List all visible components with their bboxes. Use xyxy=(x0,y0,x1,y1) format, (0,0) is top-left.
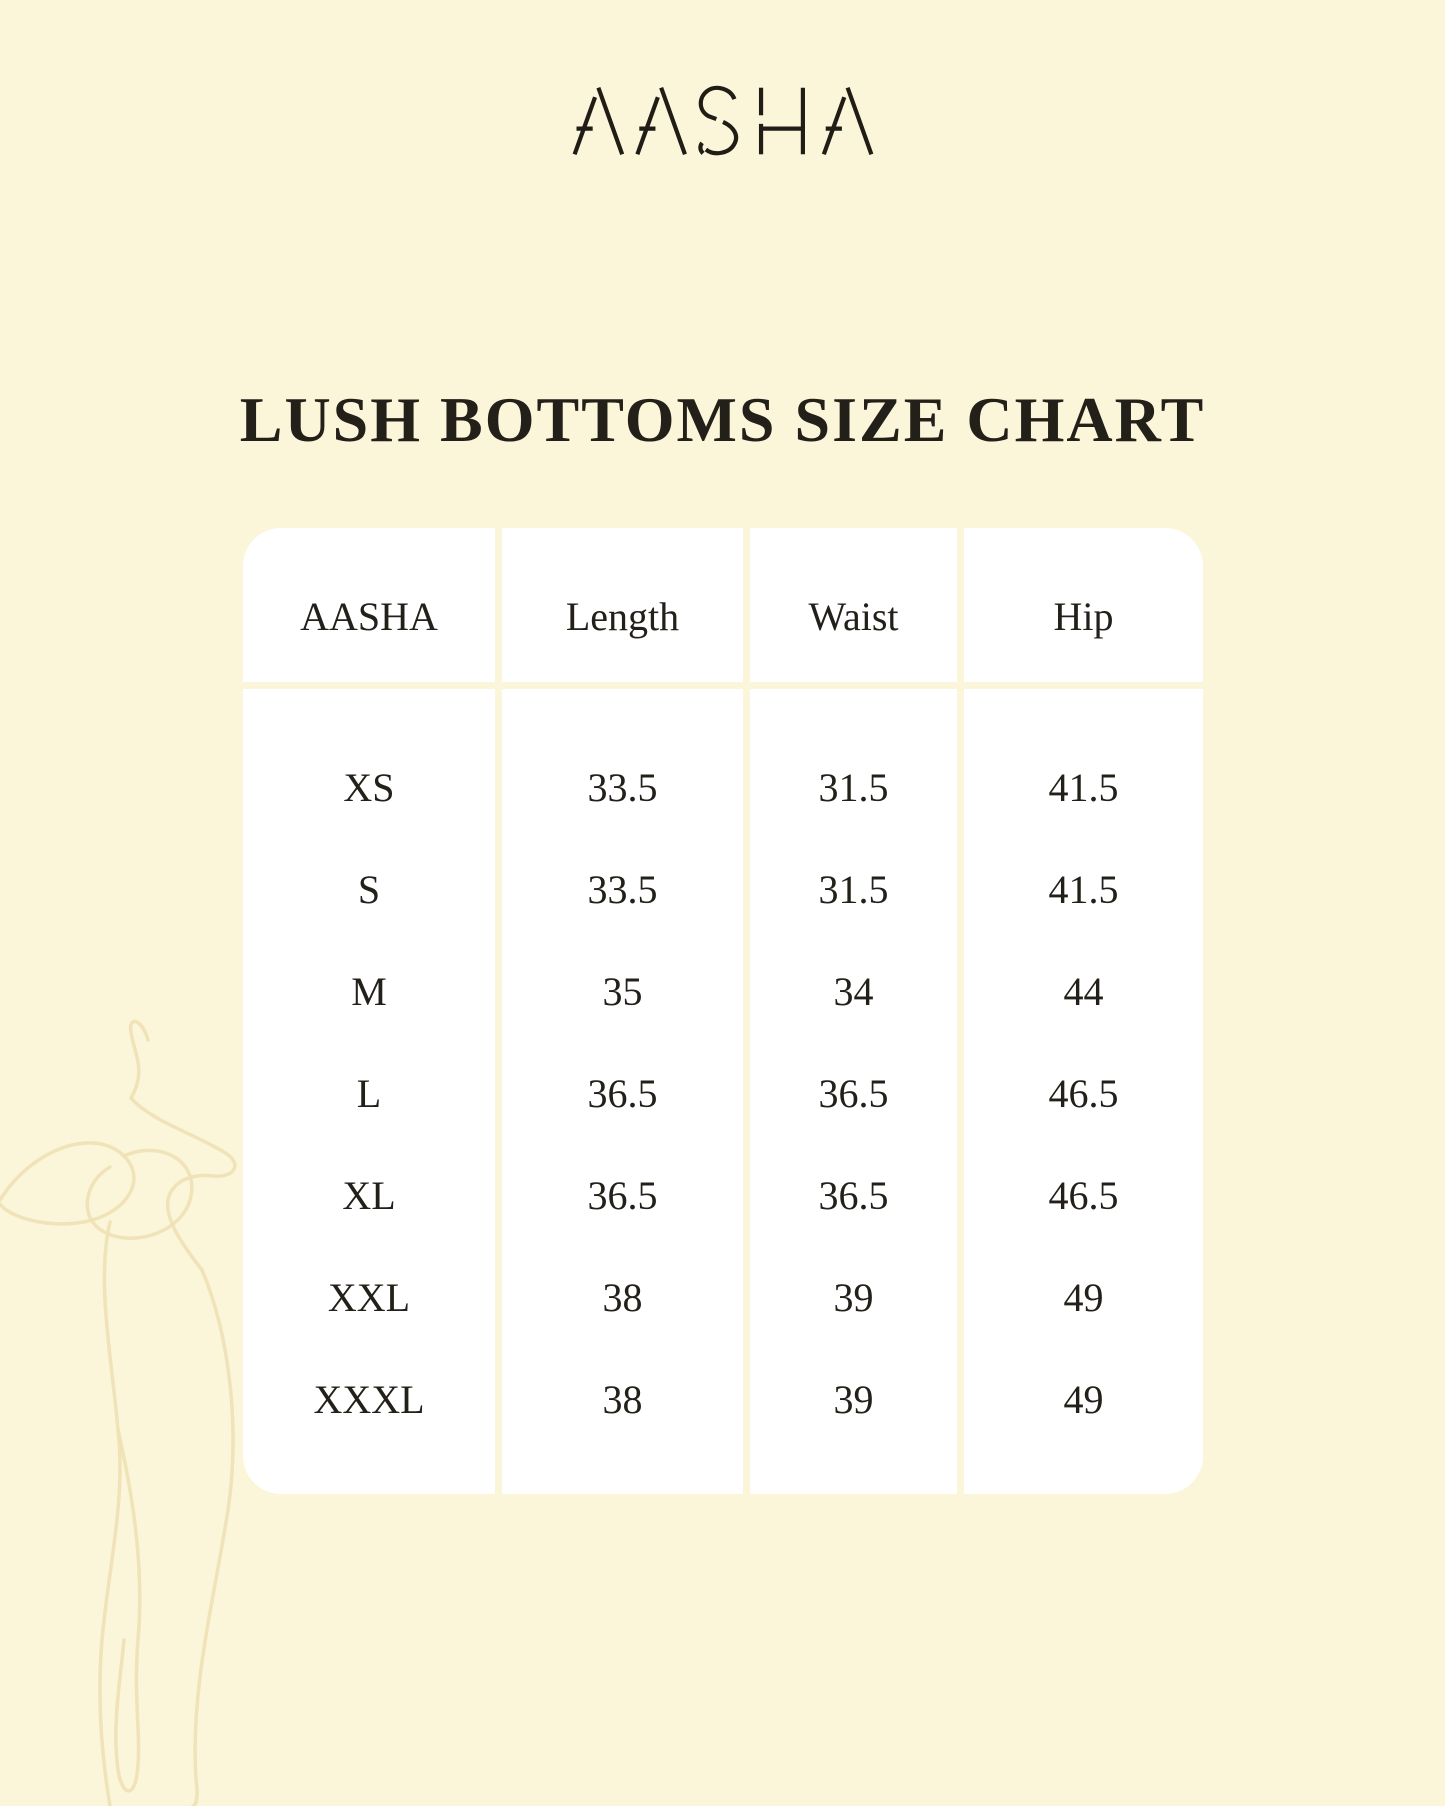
table-column-hip: Hip 41.5 41.5 44 46.5 46.5 49 49 xyxy=(964,528,1203,1494)
table-cell: S xyxy=(357,866,381,912)
page-title: LUSH BOTTOMS SIZE CHART xyxy=(239,384,1206,455)
table-cell: 46.5 xyxy=(1048,1172,1119,1218)
table-cell: 46.5 xyxy=(1048,1070,1119,1116)
table-cell: 31.5 xyxy=(818,866,889,912)
logo-letter-a3 xyxy=(821,87,873,155)
table-cell: 49 xyxy=(1063,1274,1104,1320)
logo-letter-a1 xyxy=(572,87,624,155)
table-cell: 36.5 xyxy=(818,1172,889,1218)
size-chart-table: AASHA XS S M L XL XXL XXXL Length 33.5 3… xyxy=(243,528,1203,1494)
table-cell: XS xyxy=(343,764,395,810)
table-column-waist: Waist 31.5 31.5 34 36.5 36.5 39 39 xyxy=(750,528,957,1494)
table-column-size: AASHA XS S M L XL XXL XXXL xyxy=(243,528,495,1494)
table-column-body: 41.5 41.5 44 46.5 46.5 49 49 xyxy=(964,689,1203,1494)
brand-logo: AASHA xyxy=(567,82,879,160)
table-cell: L xyxy=(356,1070,382,1116)
table-cell: 36.5 xyxy=(818,1070,889,1116)
table-cell: 35 xyxy=(602,968,643,1014)
woman-line-art-figure xyxy=(0,1010,245,1806)
logo-letter-a2 xyxy=(634,87,687,155)
table-cell: 31.5 xyxy=(818,764,889,810)
woman-line-art-svg xyxy=(0,1019,237,1806)
table-column-body: XS S M L XL XXL XXXL xyxy=(243,689,495,1494)
table-cell: XXL xyxy=(327,1274,411,1320)
table-cell: 38 xyxy=(602,1274,643,1320)
table-cell: 38 xyxy=(602,1376,643,1422)
logo-letter-h xyxy=(758,87,805,155)
table-cell: XL xyxy=(342,1172,396,1218)
table-cell: 36.5 xyxy=(587,1172,658,1218)
table-cell: 36.5 xyxy=(587,1070,658,1116)
table-cell: 49 xyxy=(1063,1376,1104,1422)
table-column-body: 33.5 33.5 35 36.5 36.5 38 38 xyxy=(502,689,743,1494)
table-cell: 33.5 xyxy=(587,866,658,912)
table-cell: 39 xyxy=(833,1376,874,1422)
table-cell: M xyxy=(351,968,387,1014)
aasha-logo-lettermark xyxy=(572,85,873,156)
table-cell: XXXL xyxy=(313,1376,425,1422)
column-header-waist: Waist xyxy=(750,528,957,682)
table-column-body: 31.5 31.5 34 36.5 36.5 39 39 xyxy=(750,689,957,1494)
logo-letter-s xyxy=(697,85,738,156)
column-header-hip: Hip xyxy=(964,528,1203,682)
table-cell: 44 xyxy=(1063,968,1104,1014)
table-cell: 39 xyxy=(833,1274,874,1320)
table-cell: 41.5 xyxy=(1048,764,1119,810)
column-header-length: Length xyxy=(502,528,743,682)
column-header-aasha: AASHA xyxy=(243,528,495,682)
table-column-length: Length 33.5 33.5 35 36.5 36.5 38 38 xyxy=(502,528,743,1494)
table-cell: 41.5 xyxy=(1048,866,1119,912)
table-cell: 33.5 xyxy=(587,764,658,810)
table-cell: 34 xyxy=(833,968,874,1014)
